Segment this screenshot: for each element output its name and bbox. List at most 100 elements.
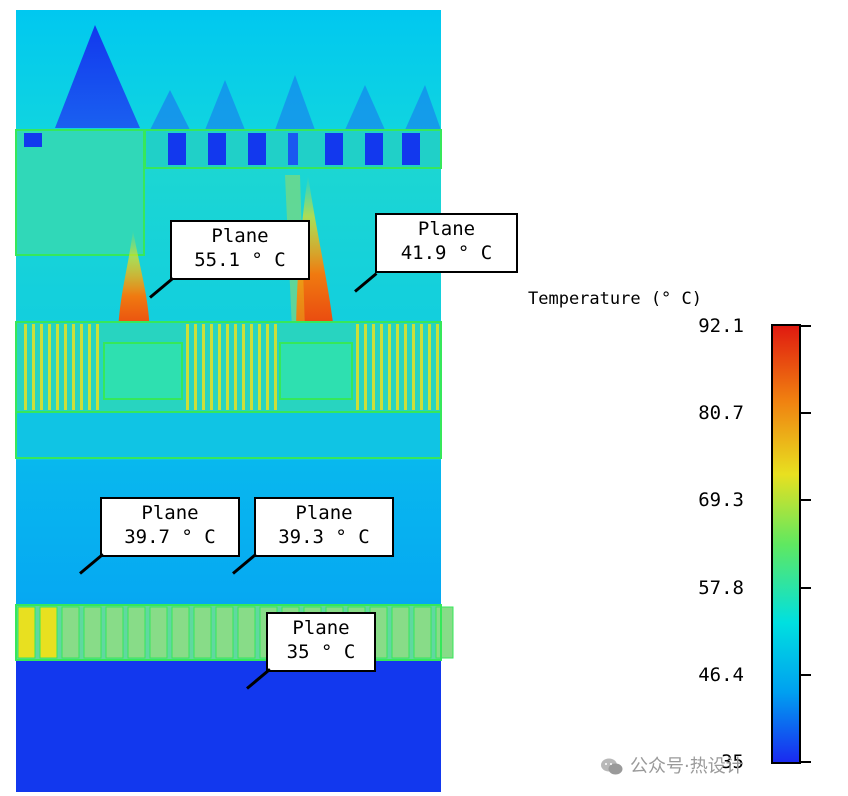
- fin-stripe: [194, 324, 197, 410]
- cold-cone-3: [275, 75, 315, 130]
- probe-1-value: 55.1 ° C: [194, 249, 286, 271]
- grille-cell: [435, 606, 454, 659]
- cold-cone-1: [150, 90, 190, 130]
- fin-stripe: [24, 324, 27, 410]
- bottom-grille-outline: [15, 604, 442, 661]
- heat-plume-left: [118, 230, 150, 340]
- upper-vent-grille: [144, 129, 442, 169]
- cold-cone-left: [55, 25, 140, 128]
- grille-cell: [215, 606, 234, 659]
- fin-stripe: [420, 324, 423, 410]
- probe-3-name: Plane: [141, 502, 199, 524]
- grille-cell: [83, 606, 102, 659]
- fin-stripe: [226, 324, 229, 410]
- color-scale-bar: [771, 324, 801, 764]
- tick-mark: [801, 761, 811, 763]
- probe-2-value: 41.9 ° C: [400, 242, 493, 264]
- fin-stripe: [234, 324, 237, 410]
- fin-stripe: [32, 324, 35, 410]
- fin-stripe: [64, 324, 67, 410]
- tick-mark: [801, 499, 811, 502]
- watermark-text: 公众号·热设计: [630, 756, 744, 777]
- probe-3-value: 39.7 ° C: [124, 526, 216, 548]
- heat-source-right: [279, 342, 353, 400]
- probe-label-1: Plane 55.1 ° C: [170, 220, 310, 280]
- tick-mark: [801, 325, 811, 327]
- grille-cell: [105, 606, 124, 659]
- fin-stripe: [80, 324, 83, 410]
- grille-cell: [171, 606, 190, 659]
- tick-label: 92.1: [698, 315, 744, 337]
- fin-stripe: [428, 324, 431, 410]
- probe-1-name: Plane: [211, 225, 269, 247]
- fin-stripe: [242, 324, 245, 410]
- heat-source-left: [103, 342, 183, 400]
- domain-bottom: [16, 660, 441, 792]
- vent-slot: [248, 133, 266, 165]
- fin-stripe: [274, 324, 277, 410]
- probe-label-5: Plane 35 ° C: [266, 612, 376, 672]
- fin-stripe: [210, 324, 213, 410]
- fin-stripe: [266, 324, 269, 410]
- tick-mark: [801, 586, 811, 589]
- vent-slot: [365, 133, 383, 165]
- upper-left-component: [15, 129, 145, 256]
- small-inlet-block: [24, 133, 42, 147]
- probe-5-value: 35 ° C: [286, 641, 356, 663]
- fin-stripe: [186, 324, 189, 410]
- base-plate-outline: [15, 411, 442, 459]
- tick-label: 57.8: [698, 576, 744, 599]
- cold-cone-4: [345, 85, 385, 130]
- fin-stripe: [356, 324, 359, 410]
- fin-stripe: [396, 324, 399, 410]
- fin-stripe: [412, 324, 415, 410]
- grille-cell: [391, 606, 410, 659]
- tick-label: 69.3: [698, 489, 744, 512]
- fin-stripe: [404, 324, 407, 410]
- tick-label: 35: [721, 751, 744, 773]
- fin-stripe: [48, 324, 51, 410]
- vent-slot: [288, 133, 298, 165]
- fin-stripe: [364, 324, 367, 410]
- grille-cell: [237, 606, 256, 659]
- vent-slot: [402, 133, 420, 165]
- fin-stripe: [202, 324, 205, 410]
- vent-slot: [168, 133, 186, 165]
- probe-label-3: Plane 39.7 ° C: [100, 497, 240, 557]
- fin-stripe: [88, 324, 91, 410]
- fin-stripe: [72, 324, 75, 410]
- grille-cell: [17, 606, 36, 659]
- grille-cell: [61, 606, 80, 659]
- fin-stripe: [218, 324, 221, 410]
- tick-mark: [801, 412, 811, 415]
- grille-cell: [193, 606, 212, 659]
- fin-stripe: [96, 324, 99, 410]
- heatsink-fin-array: [16, 322, 441, 412]
- fin-stripe: [250, 324, 253, 410]
- probe-2-name: Plane: [417, 218, 476, 240]
- probe-5-name: Plane: [292, 617, 350, 639]
- cold-cone-2: [205, 80, 245, 130]
- fin-stripe: [258, 324, 261, 410]
- tick-mark: [801, 673, 811, 676]
- grille-cell: [149, 606, 168, 659]
- grille-cell: [413, 606, 432, 659]
- vent-slot: [208, 133, 226, 165]
- vent-slot: [325, 133, 343, 165]
- fin-stripe: [372, 324, 375, 410]
- fin-stripe: [380, 324, 383, 410]
- probe-label-2: Plane 41.9 ° C: [375, 213, 518, 273]
- probe-4-name: Plane: [295, 502, 353, 524]
- grille-cell: [127, 606, 146, 659]
- heat-plume-right: [296, 175, 335, 340]
- legend-title: Temperature (° C): [528, 289, 702, 309]
- probe-label-4: Plane 39.3 ° C: [254, 497, 394, 557]
- wechat-icon: [601, 758, 623, 775]
- fin-stripe: [56, 324, 59, 410]
- probe-4-value: 39.3 ° C: [278, 526, 370, 548]
- fin-stripe: [436, 324, 439, 410]
- tick-label: 80.7: [698, 402, 744, 425]
- tick-label: 46.4: [698, 663, 744, 686]
- watermark: 公众号·热设计: [600, 752, 744, 778]
